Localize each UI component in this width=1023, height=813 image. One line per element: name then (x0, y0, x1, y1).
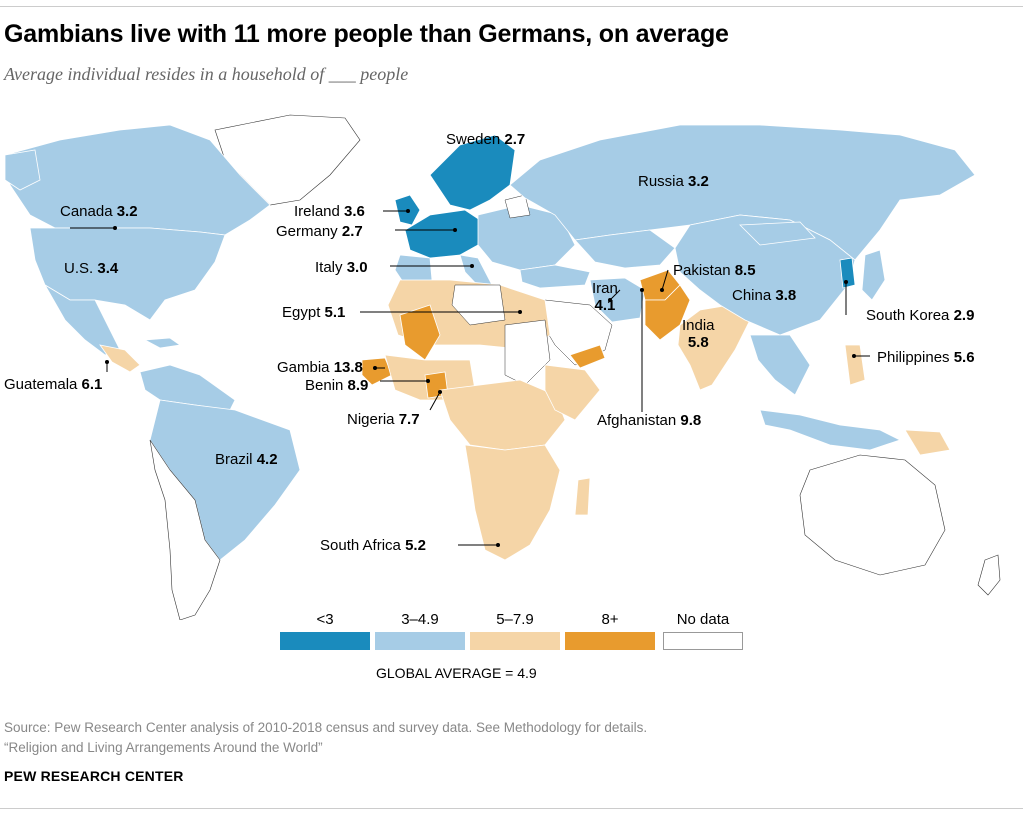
legend-label: 5–7.9 (496, 611, 534, 628)
scandinavia-shape (429, 134, 516, 211)
leader-lines (70, 210, 870, 546)
dot-germany (453, 228, 457, 232)
source-note: Source: Pew Research Center analysis of … (4, 718, 647, 758)
global-average: GLOBAL AVERAGE = 4.9 (376, 665, 537, 681)
leader-pakistan (661, 269, 669, 291)
dot-egypt (518, 310, 522, 314)
sahara-nodata-shape (451, 284, 506, 326)
source-line-1: Source: Pew Research Center analysis of … (4, 720, 648, 735)
legend-item-no-data: No data (663, 610, 743, 650)
label-south-africa: South Africa 5.2 (320, 537, 426, 554)
mali-niger-shape (399, 304, 441, 361)
legend-swatch (280, 632, 370, 650)
legend-item-3-4.9: 3–4.9 (375, 610, 465, 650)
dot-ireland (406, 209, 410, 213)
dot-south-korea (844, 280, 848, 284)
pakistan-shape (644, 284, 691, 341)
dot-afghanistan (640, 288, 644, 292)
yemen-shape (569, 344, 606, 369)
caribbean-shape (143, 337, 182, 349)
dot-guatemala (105, 360, 109, 364)
iran-shape (589, 277, 646, 323)
legend-swatch (470, 632, 560, 650)
label-us: U.S. 3.4 (64, 260, 119, 277)
dot-italy (470, 264, 474, 268)
dot-benin (426, 379, 430, 383)
world-map (4, 114, 1001, 620)
legend-item-lt3: <3 (280, 610, 370, 650)
page-subtitle: Average individual resides in a househol… (4, 64, 409, 84)
leader-dots (105, 209, 856, 547)
australia-shape (799, 454, 946, 576)
label-pakistan: Pakistan 8.5 (673, 262, 756, 279)
label-ireland: Ireland 3.6 (294, 203, 365, 220)
legend-item-5-7.9: 5–7.9 (470, 610, 560, 650)
label-russia: Russia 3.2 (638, 173, 709, 190)
top-rule (0, 6, 1023, 7)
page-title: Gambians live with 11 more people than G… (4, 20, 729, 48)
source-line-2: “Religion and Living Arrangements Around… (4, 740, 323, 755)
japan-shape (861, 249, 886, 301)
alaska-shape (4, 149, 41, 191)
legend-label: 8+ (601, 611, 619, 628)
legend-label: <3 (316, 611, 334, 628)
brand-logo-text: PEW RESEARCH CENTER (4, 768, 184, 784)
label-sweden: Sweden 2.7 (446, 131, 526, 148)
bottom-rule (0, 808, 1023, 809)
new-zealand-shape (977, 554, 1001, 596)
indonesia-shape (759, 409, 902, 451)
dot-iran (608, 298, 612, 302)
dot-pakistan (660, 288, 664, 292)
dot-canada (113, 226, 117, 230)
label-guatemala: Guatemala 6.1 (4, 376, 103, 393)
belarus-shape (504, 194, 531, 219)
label-canada: Canada 3.2 (60, 203, 138, 220)
korea-shape (839, 257, 856, 289)
dot-gambia (373, 366, 377, 370)
dot-philippines (852, 354, 856, 358)
label-germany: Germany 2.7 (276, 223, 363, 240)
label-south-korea: South Korea 2.9 (866, 307, 975, 324)
legend-label: No data (676, 611, 730, 628)
map-shapes (4, 114, 1001, 620)
label-philippines: Philippines 5.6 (877, 349, 975, 366)
label-afghanistan: Afghanistan 9.8 (597, 412, 702, 429)
south-america-south-shape (149, 439, 221, 620)
leader-nigeria (429, 391, 441, 411)
label-china: China 3.8 (732, 287, 797, 304)
horn-africa-shape (544, 364, 601, 421)
label-gambia: Gambia 13.8 (277, 359, 363, 376)
sudan-nodata-shape (504, 319, 551, 386)
label-nigeria: Nigeria 7.7 (347, 411, 420, 428)
dot-south-africa (496, 543, 500, 547)
label-india: India 5.8 (682, 317, 715, 351)
label-iran: Iran 4.1 (592, 280, 618, 314)
legend-swatch (663, 632, 743, 650)
canada-shape (4, 124, 271, 236)
legend-swatch (565, 632, 655, 650)
philippines-shape (844, 344, 866, 386)
gambia-shape (361, 357, 393, 386)
india-shape (677, 304, 751, 391)
legend-swatch (375, 632, 465, 650)
map-legend: <3 3–4.9 5–7.9 8+ No data (280, 610, 760, 690)
mongolia-shape (739, 221, 816, 246)
south-america-north-shape (139, 364, 236, 411)
legend-label: 3–4.9 (401, 611, 439, 628)
leader-iran (609, 289, 621, 301)
label-brazil: Brazil 4.2 (215, 451, 278, 468)
southeast-asia-shape (749, 334, 811, 396)
label-egypt: Egypt 5.1 (282, 304, 346, 321)
central-america-shape (99, 344, 141, 373)
southern-africa-shape (464, 444, 561, 561)
label-italy: Italy 3.0 (315, 259, 368, 276)
legend-item-8plus: 8+ (565, 610, 655, 650)
central-asia-shape (574, 229, 676, 269)
madagascar-shape (574, 477, 591, 516)
central-africa-shape (439, 379, 566, 451)
label-benin: Benin 8.9 (305, 377, 369, 394)
turkey-shape (519, 264, 591, 289)
png-shape (904, 429, 951, 456)
dot-nigeria (438, 390, 442, 394)
